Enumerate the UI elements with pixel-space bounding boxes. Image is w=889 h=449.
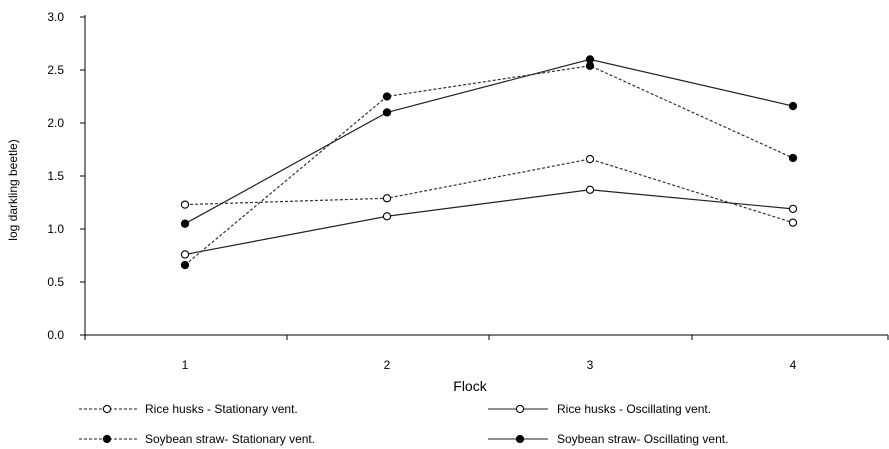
y-tick-label: 1.0: [47, 222, 64, 236]
data-point: [788, 101, 798, 111]
data-point: [180, 200, 190, 209]
data-point: [180, 260, 190, 270]
legend-label: Rice husks - Oscillating vent.: [557, 402, 711, 416]
data-point: [788, 218, 798, 227]
y-tick-label: 3.0: [47, 10, 64, 24]
legend-marker: [515, 404, 525, 414]
series-line: [184, 58, 794, 225]
data-point: [585, 55, 595, 64]
series-line: [184, 158, 794, 224]
data-point: [382, 92, 392, 101]
legend: Rice husks - Stationary vent. Rice husks …: [79, 402, 728, 446]
y-tick-label: 0.5: [47, 275, 64, 289]
x-tick-label: 4: [790, 358, 797, 372]
legend-marker: [102, 404, 112, 414]
data-point: [585, 185, 595, 194]
plot-area: 0.0 0.5 1.0 1.5 2.0 2.5 3.0 1 2 3 4: [47, 10, 889, 372]
series-line: [184, 65, 794, 266]
legend-marker: [515, 434, 525, 444]
data-point: [180, 219, 190, 228]
series-line: [184, 189, 794, 256]
data-point: [788, 153, 798, 163]
data-point: [788, 204, 798, 214]
y-tick-label: 1.5: [47, 169, 64, 183]
data-point: [382, 108, 392, 117]
legend-label: Rice husks - Stationary vent.: [145, 402, 298, 416]
legend-label: Soybean straw- Oscillating vent.: [557, 432, 728, 446]
x-tick-label: 3: [587, 358, 594, 372]
legend-marker: [102, 434, 112, 444]
data-point: [180, 250, 190, 259]
y-tick-label: 0.0: [47, 328, 64, 342]
y-tick-label: 2.0: [47, 116, 64, 130]
x-tick-label: 2: [384, 358, 391, 372]
data-point: [585, 154, 595, 164]
x-tick-label: 1: [182, 358, 189, 372]
legend-label: Soybean straw- Stationary vent.: [145, 432, 315, 446]
y-tick-label: 2.5: [47, 63, 64, 77]
data-point: [382, 212, 392, 221]
y-axis-label: log darkling beetle): [6, 139, 20, 240]
data-point: [382, 194, 392, 203]
x-axis-label: Flock: [453, 378, 487, 394]
